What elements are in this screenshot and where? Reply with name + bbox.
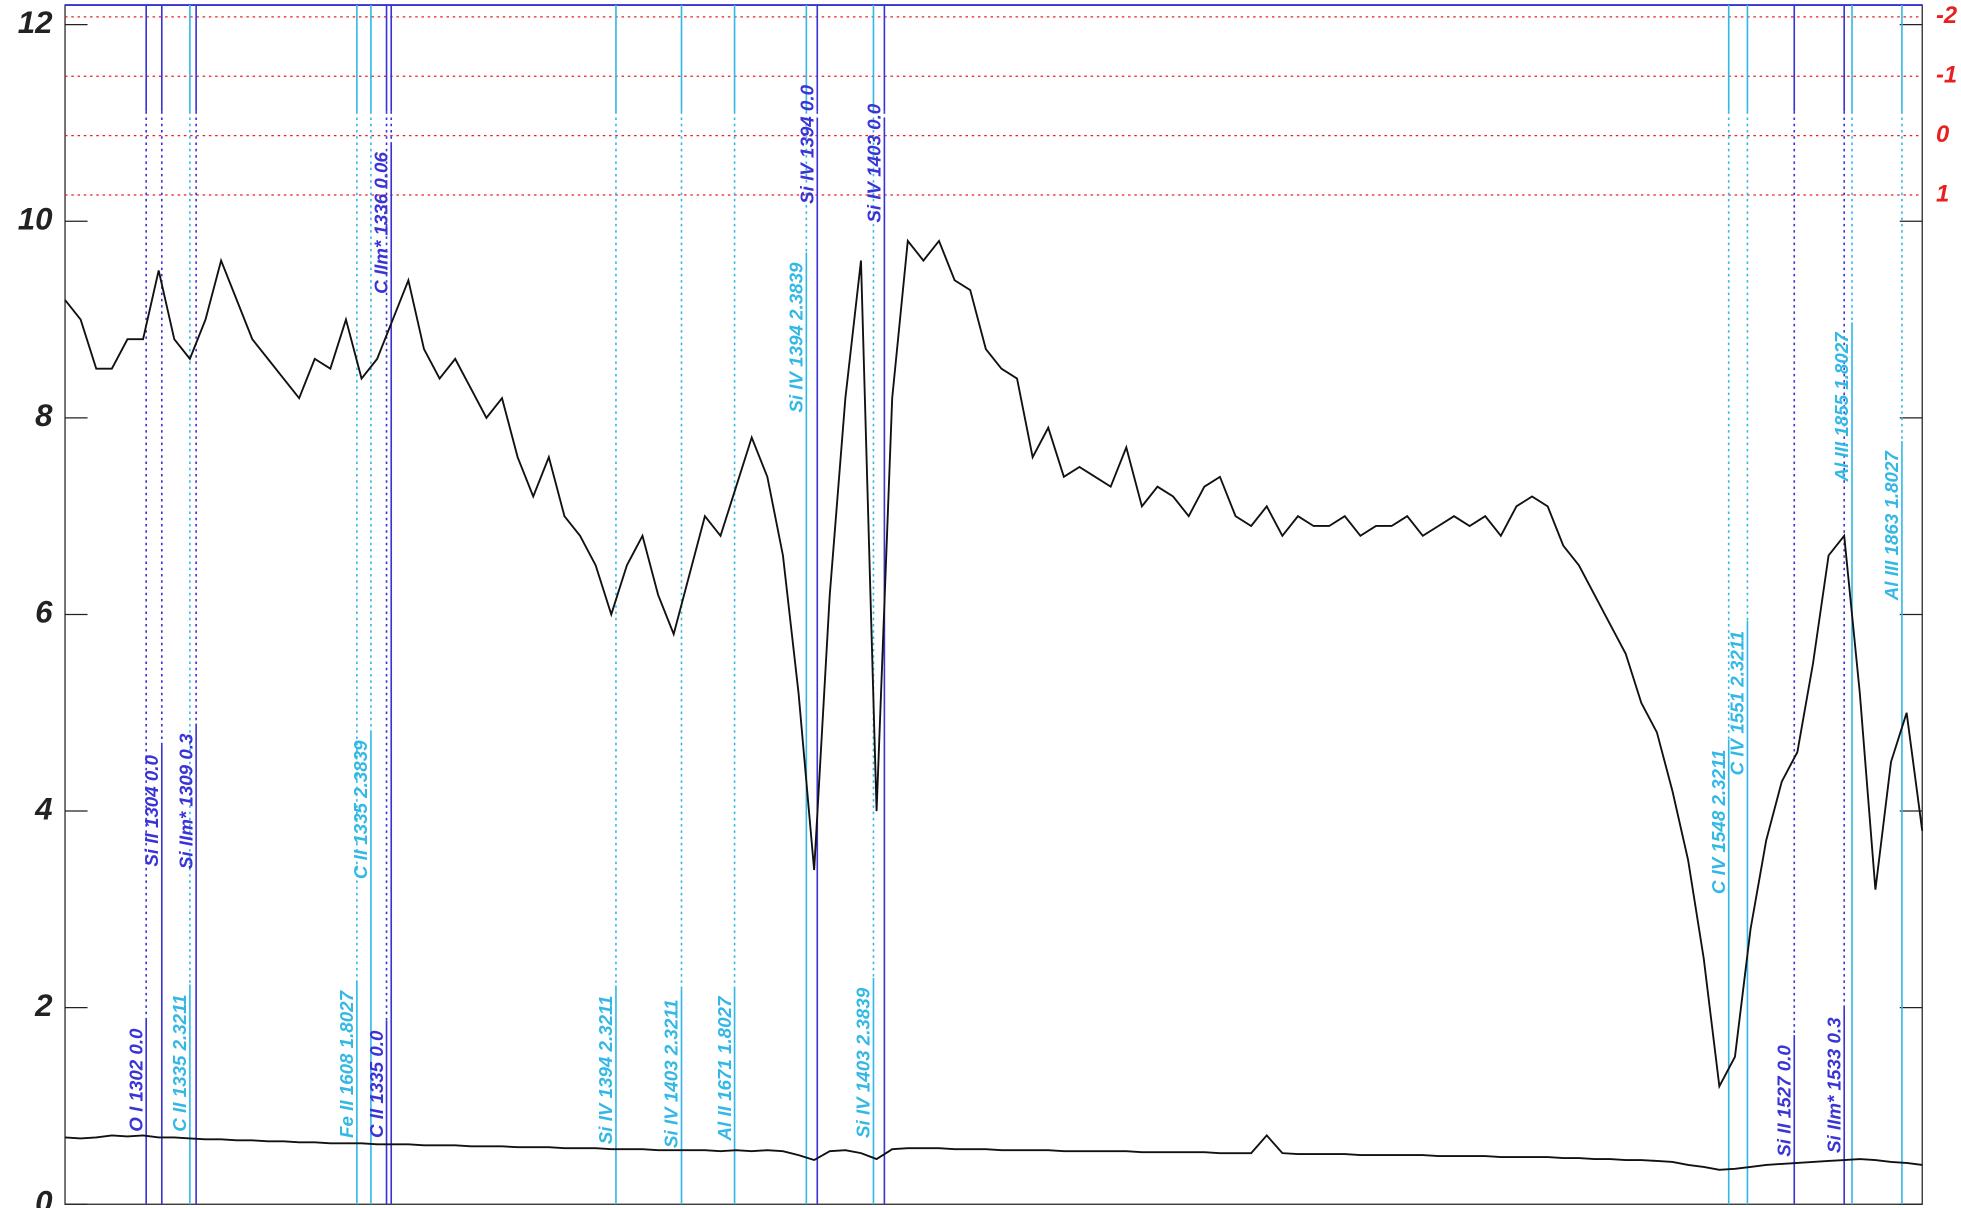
y2-tick-label: 0	[1936, 121, 1949, 148]
line-label: Al III 1855 1.8027	[1831, 331, 1852, 483]
line-label: Al II 1671 1.8027	[714, 995, 735, 1141]
line-label: C II 1335 2.3211	[169, 994, 190, 1131]
y2-tick-label: -2	[1936, 2, 1957, 29]
line-label: Si IV 1403 2.3211	[661, 999, 682, 1148]
line-label: C IV 1548 2.3211	[1708, 750, 1729, 895]
spectrum-line	[64, 238, 1924, 1090]
y2-tick-label: 1	[1936, 180, 1949, 207]
y-tick-label: 2	[34, 988, 53, 1023]
line-label: Si IV 1403 0.0	[864, 103, 885, 222]
y-tick-label: 12	[18, 5, 53, 40]
line-label: Si IV 1394 2.3211	[595, 995, 616, 1144]
line-label: C IV 1551 2.3211	[1727, 631, 1748, 776]
line-label: Si IIm* 1309 0.3	[175, 733, 196, 869]
y2-tick-label: -1	[1936, 62, 1957, 89]
line-label: Si IIm* 1533 0.3	[1823, 1017, 1844, 1153]
line-label: C II 1335 2.3839	[350, 740, 371, 879]
y-tick-label: 6	[35, 595, 53, 630]
line-label: Si IV 1403 2.3839	[853, 987, 874, 1138]
line-label: C II 1335 0.0	[366, 1030, 387, 1138]
y-tick-label: 0	[35, 1184, 53, 1208]
y-tick-label: 4	[34, 791, 52, 826]
line-label: Si II 1304 0.0	[141, 755, 162, 867]
line-label: O I 1302 0.0	[125, 1028, 146, 1132]
spectrum-line	[64, 1134, 1923, 1171]
line-label: Si IV 1394 0.0	[797, 84, 818, 203]
line-label: Si IV 1394 2.3839	[786, 262, 807, 413]
y-tick-label: 8	[35, 398, 53, 433]
line-label: Al III 1863 1.8027	[1881, 450, 1902, 602]
line-label: Fe II 1608 1.8027	[336, 989, 357, 1138]
line-label: C IIm* 1336 0.06	[370, 152, 391, 294]
line-label: Si II 1527 0.0	[1774, 1045, 1795, 1157]
y-tick-label: 10	[18, 202, 53, 237]
